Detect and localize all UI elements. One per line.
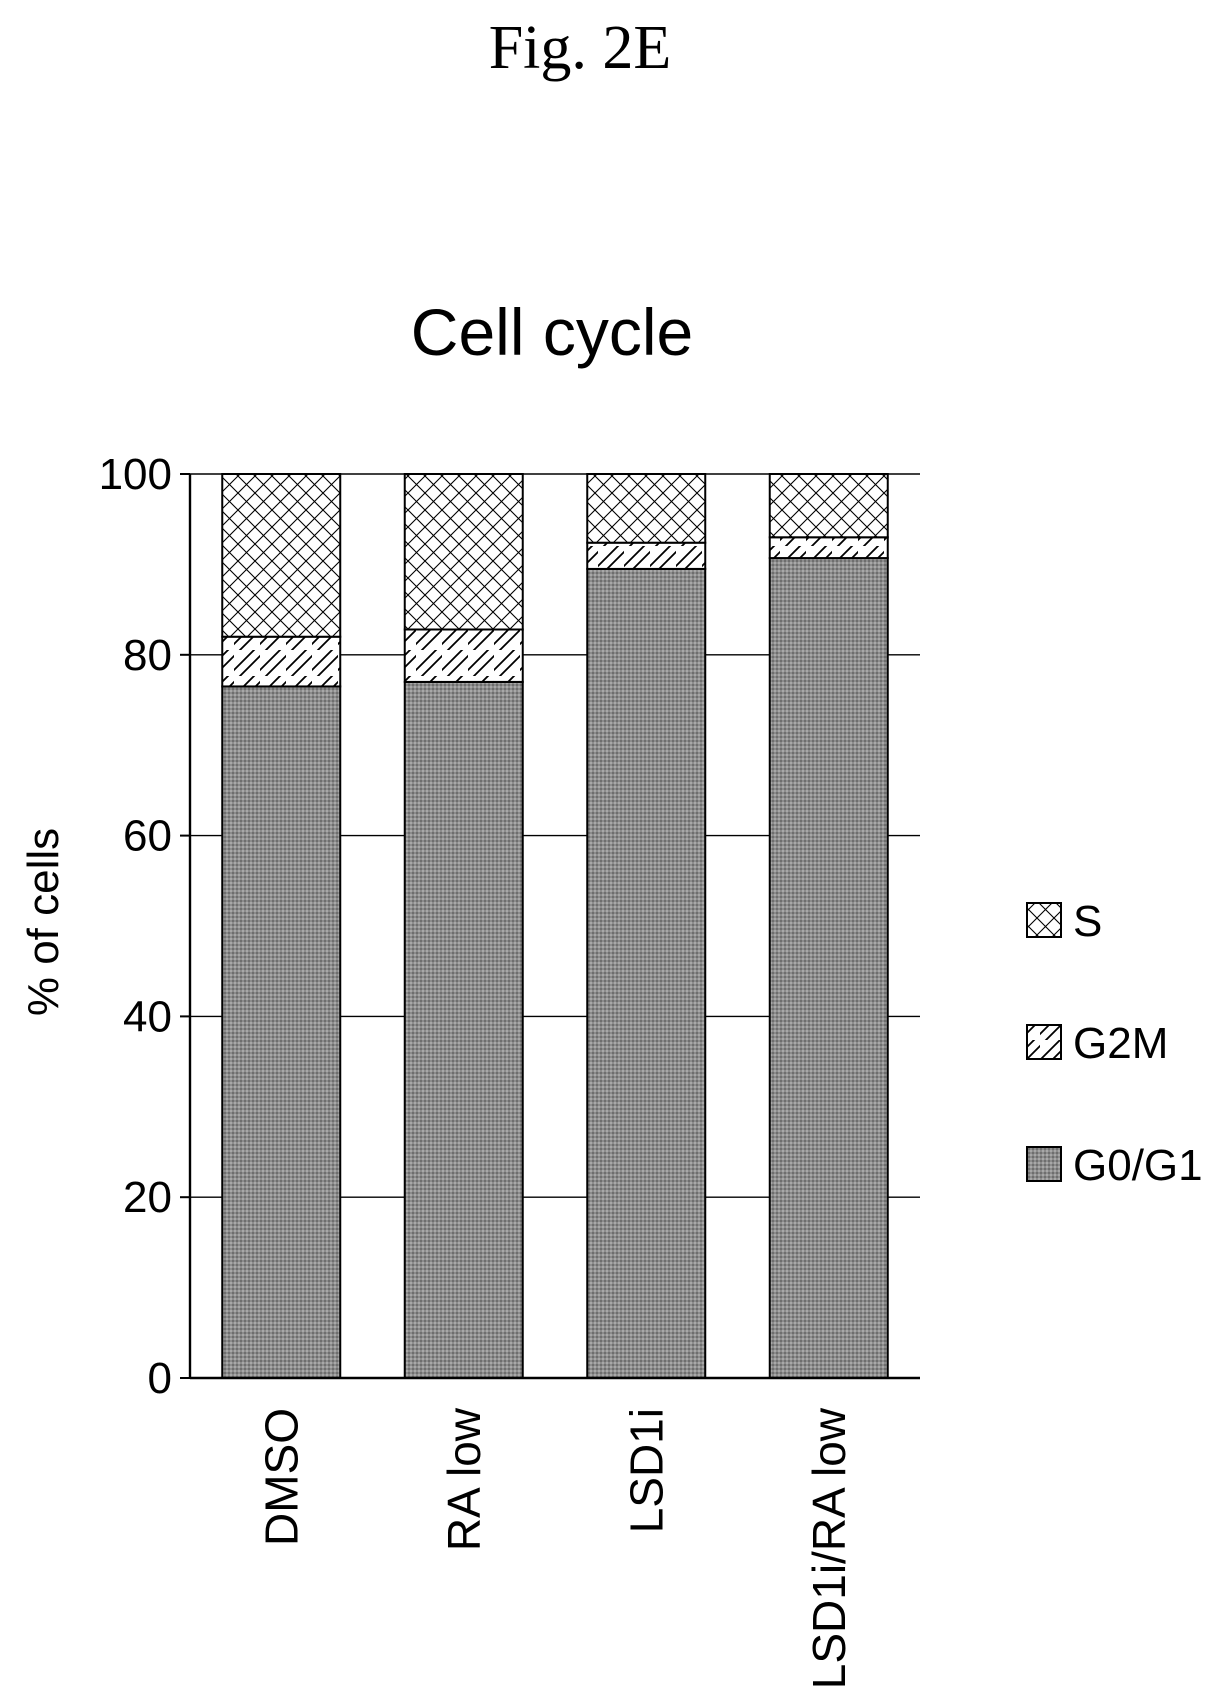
legend-swatch-s	[1026, 902, 1062, 938]
category-labels: DMSO RA low LSD1i LSD1i/RA low	[255, 1407, 855, 1689]
y-tick-label-60: 60	[123, 812, 172, 861]
bar-lsd1i-g2m	[586, 541, 707, 570]
bar-lsd1i-s	[586, 473, 707, 544]
bar-dmso-g0-g1	[221, 685, 342, 1379]
chart-title: Cell cycle	[411, 295, 693, 369]
y-tick-label-80: 80	[123, 631, 172, 680]
category-label-lsd1i: LSD1i	[620, 1408, 672, 1533]
legend: S G2M G0/G1	[1026, 897, 1203, 1190]
category-label-dmso: DMSO	[255, 1408, 307, 1546]
bar-ra-low-g2m	[403, 628, 524, 683]
bar-dmso-s	[221, 473, 342, 638]
y-tick-label-20: 20	[123, 1173, 172, 1222]
bar-lsd1i-ra-low-g2m	[768, 536, 889, 560]
bars	[221, 473, 889, 1379]
figure-label: Fig. 2E	[489, 14, 672, 82]
y-tick-labels: 0 20 40 60 80 100	[99, 450, 190, 1403]
bar-lsd1i-g0-g1	[586, 567, 707, 1379]
legend-swatch-g0-g1	[1026, 1146, 1062, 1182]
legend-label-s: S	[1073, 897, 1102, 946]
y-tick-label-100: 100	[99, 450, 172, 499]
legend-label-g2m: G2M	[1073, 1019, 1168, 1068]
bar-ra-low-s	[403, 473, 524, 631]
legend-swatch-g2m	[1026, 1024, 1062, 1060]
bar-lsd1i-ra-low-s	[768, 473, 889, 539]
y-tick-label-0: 0	[148, 1354, 172, 1403]
category-label-lsd1i-ra-low: LSD1i/RA low	[803, 1407, 855, 1689]
legend-label-g0-g1: G0/G1	[1073, 1141, 1203, 1190]
bar-lsd1i-ra-low-g0-g1	[768, 557, 889, 1379]
y-axis-label: % of cells	[19, 828, 68, 1016]
axes	[188, 474, 920, 1380]
y-tick-label-40: 40	[123, 992, 172, 1041]
bar-dmso-g2m	[221, 635, 342, 688]
category-label-ra-low: RA low	[438, 1407, 490, 1551]
bar-ra-low-g0-g1	[403, 680, 524, 1379]
